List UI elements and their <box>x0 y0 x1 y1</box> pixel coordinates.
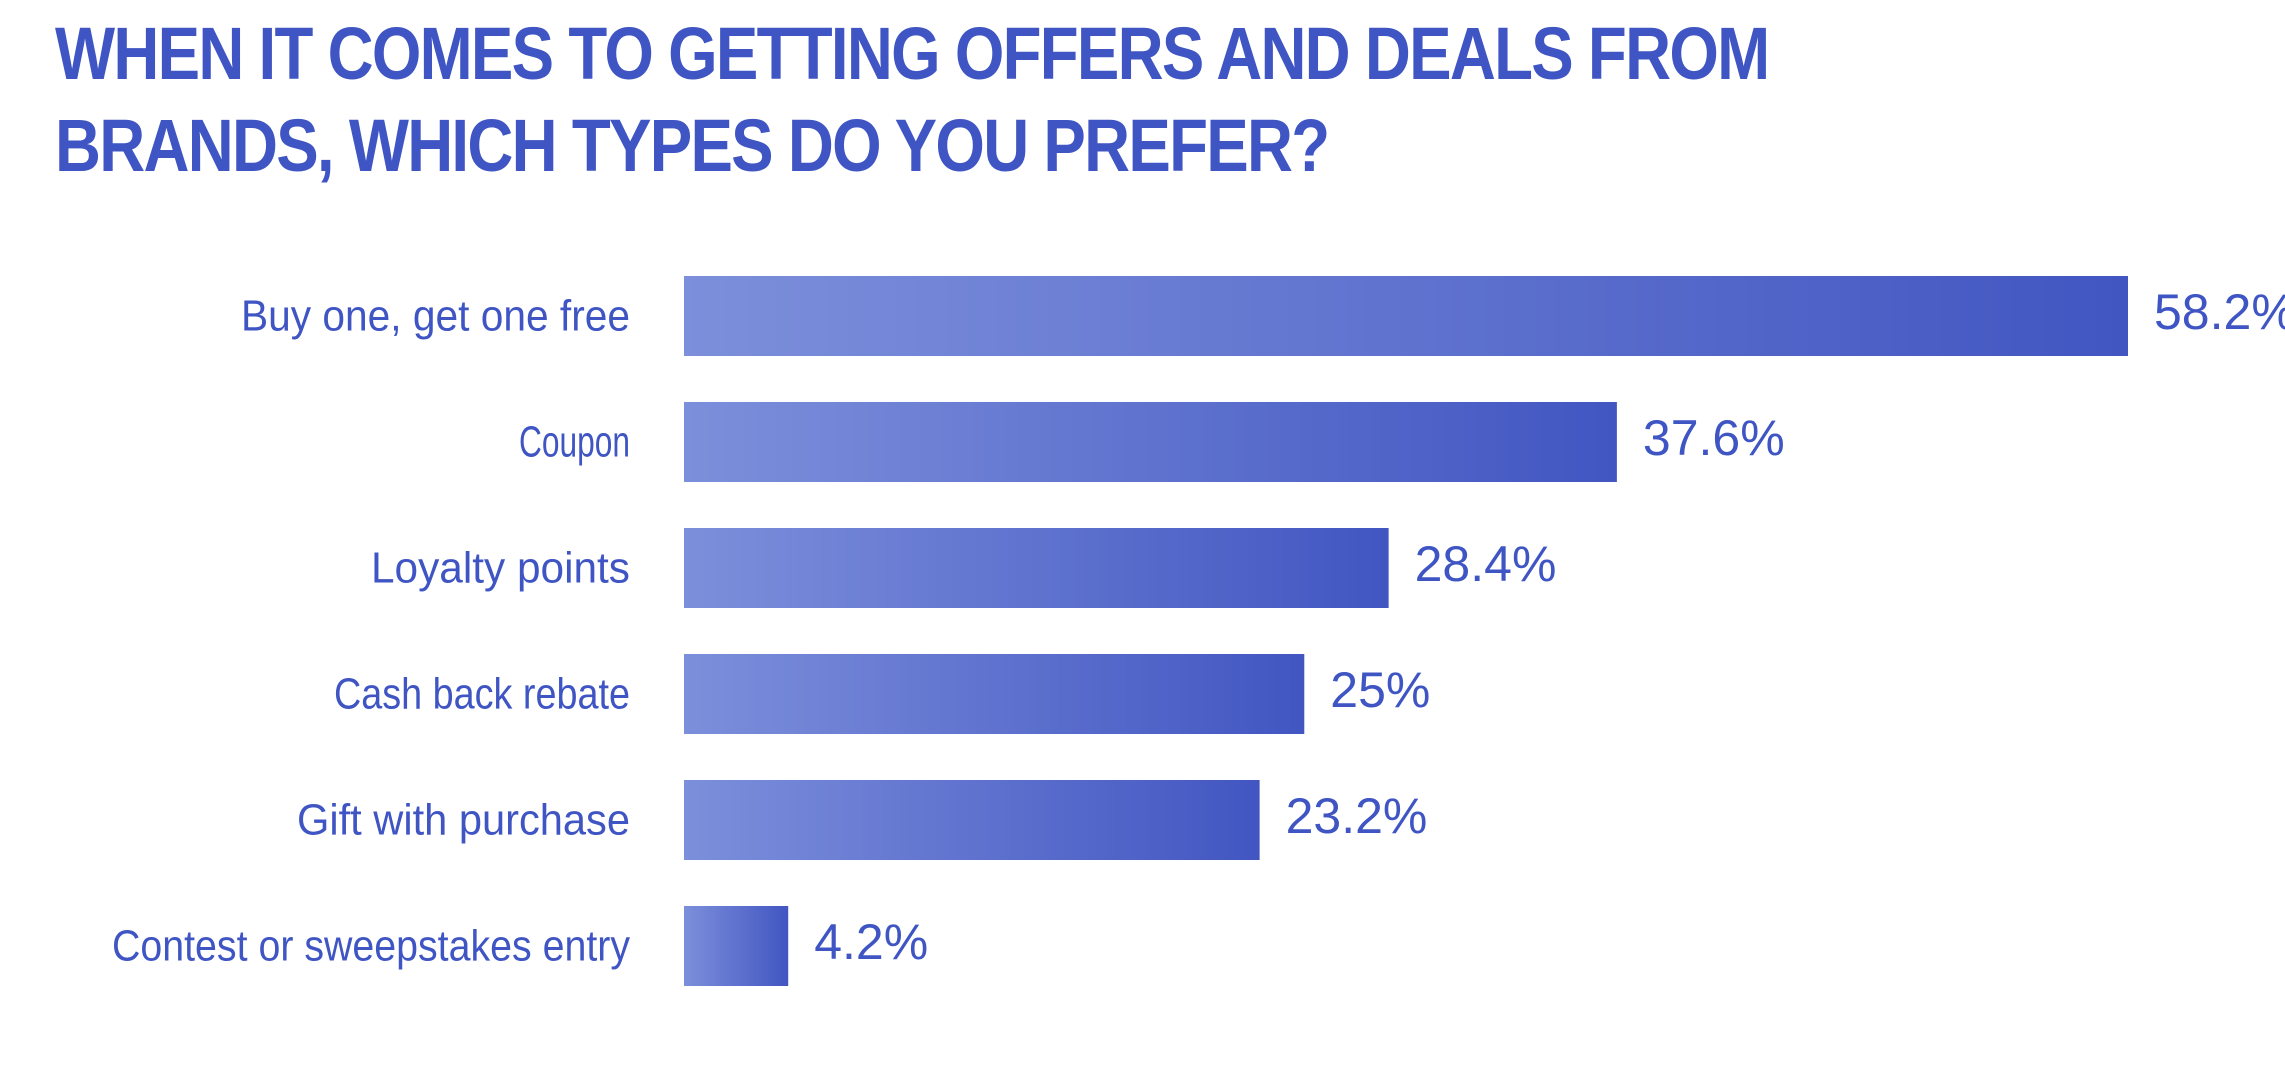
bar <box>684 654 1305 734</box>
bar <box>684 780 1260 860</box>
category-label: Buy one, get one free <box>241 292 630 341</box>
value-label: 58.2% <box>2154 284 2285 340</box>
chart-title: WHEN IT COMES TO GETTING OFFERS AND DEAL… <box>55 12 1770 187</box>
category-label: Coupon <box>519 418 630 467</box>
category-label: Loyalty points <box>371 544 630 593</box>
value-label: 37.6% <box>1643 410 1785 466</box>
bar <box>684 276 2128 356</box>
bar <box>684 528 1389 608</box>
value-label: 25% <box>1330 662 1430 718</box>
category-label: Contest or sweepstakes entry <box>112 922 630 971</box>
bars-group: Buy one, get one free 58.2% Coupon 37.6% Loy… <box>112 276 2285 986</box>
value-label: 4.2% <box>814 914 928 970</box>
bar <box>684 402 1617 482</box>
category-label: Gift with purchase <box>297 796 630 845</box>
value-label: 23.2% <box>1286 788 1428 844</box>
bar <box>684 906 789 986</box>
category-label: Cash back rebate <box>334 670 630 719</box>
value-label: 28.4% <box>1415 536 1557 592</box>
